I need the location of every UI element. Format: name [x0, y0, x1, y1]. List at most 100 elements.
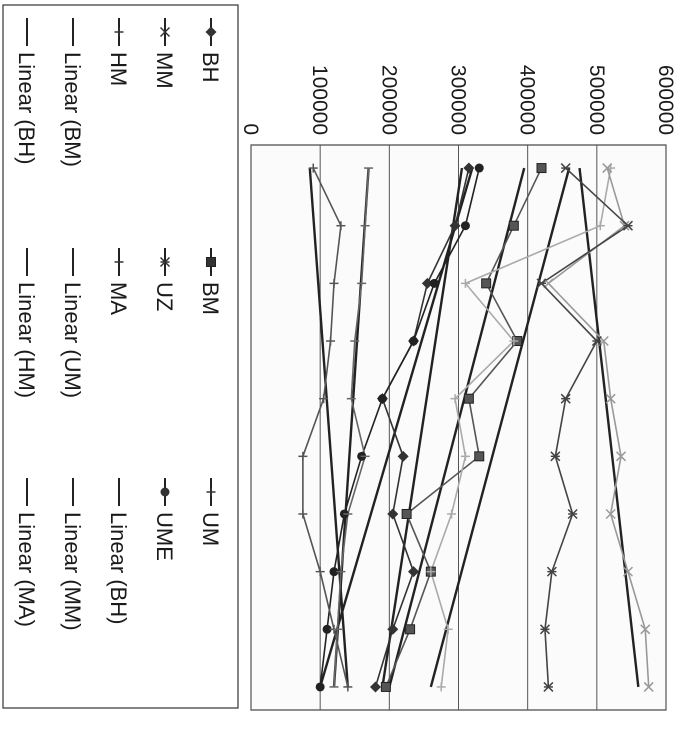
data-point	[322, 624, 332, 634]
data-point	[336, 221, 346, 231]
series-line	[333, 168, 370, 687]
legend-box	[2, 4, 239, 709]
data-point	[206, 487, 216, 497]
data-point	[616, 451, 627, 462]
y-tick-label: 100000	[308, 65, 331, 135]
data-point	[397, 450, 409, 462]
data-point	[408, 566, 420, 578]
series-lines	[302, 167, 650, 688]
legend-item: MA	[106, 248, 131, 315]
data-point	[640, 624, 651, 635]
legend-label: Linear (BH)	[106, 512, 131, 624]
data-point	[509, 336, 519, 346]
data-point	[546, 566, 557, 577]
y-tick-label: 200000	[377, 65, 400, 135]
data-point	[605, 393, 616, 404]
legend-item: UM	[198, 478, 223, 546]
series-line	[540, 167, 630, 687]
legend-item: Linear (MM)	[60, 478, 85, 631]
data-point	[426, 567, 436, 577]
legend-label: Linear (BM)	[60, 52, 85, 167]
data-point	[298, 451, 308, 461]
series-markers	[298, 162, 654, 693]
data-point	[460, 278, 470, 288]
data-point	[370, 681, 381, 693]
series-line	[547, 167, 650, 687]
legend-label: Linear (MM)	[60, 512, 85, 631]
data-point	[463, 162, 475, 174]
gridlines	[250, 145, 667, 710]
series-line	[319, 167, 481, 688]
y-tick-label: 400000	[516, 65, 539, 135]
data-point	[315, 567, 325, 577]
data-point	[315, 682, 325, 692]
data-point	[591, 335, 602, 347]
data-point	[159, 256, 171, 268]
data-point	[447, 509, 457, 519]
legend-label: Linear (BH)	[14, 52, 39, 164]
legend-label: BH	[198, 52, 223, 83]
data-point	[460, 221, 470, 231]
data-point	[319, 394, 329, 404]
data-point	[405, 624, 416, 635]
trendline	[319, 167, 474, 688]
trendline	[381, 167, 464, 688]
legend-item: MM	[152, 18, 177, 89]
data-point	[326, 336, 336, 346]
data-point	[536, 278, 547, 289]
rotated-chart-group: 0 100000 200000 300000 400000 500000 600000 BH…	[2, 4, 676, 711]
data-point	[622, 566, 633, 577]
legend-label: UME	[152, 512, 177, 561]
y-tick-label: 500000	[585, 65, 608, 135]
legend: BH BM UM MM UZ UME HM MA Linear (BH) Linear (BM) L…	[14, 18, 223, 631]
data-point	[543, 681, 554, 692]
data-point	[560, 393, 571, 404]
legend-label: Linear (UM)	[60, 282, 85, 398]
data-point	[536, 163, 547, 174]
data-point	[436, 682, 446, 692]
data-point	[380, 681, 391, 692]
data-point	[308, 163, 318, 173]
data-point	[539, 624, 550, 635]
legend-item: Linear (BH)	[106, 478, 131, 624]
series-line	[302, 167, 349, 688]
data-point	[160, 487, 170, 497]
y-tick-labels: 0 100000 200000 300000 400000 500000 600000	[239, 65, 676, 135]
legend-label: MM	[152, 52, 177, 89]
data-point	[450, 394, 460, 404]
series-line	[374, 167, 470, 688]
data-point	[481, 278, 492, 289]
series-line	[429, 167, 612, 688]
data-point	[443, 624, 453, 634]
data-point	[508, 220, 519, 231]
data-point	[401, 508, 412, 519]
y-tick-label: 300000	[447, 65, 470, 135]
data-point	[605, 508, 616, 520]
legend-item: Linear (BM)	[60, 18, 85, 167]
data-point	[622, 220, 633, 231]
data-point	[409, 336, 419, 346]
legend-label: UZ	[152, 282, 177, 311]
legend-label: BM	[198, 282, 223, 315]
y-tick-label: 600000	[654, 65, 676, 135]
legend-item: BM	[198, 248, 223, 315]
data-point	[460, 451, 470, 461]
data-point	[329, 567, 339, 577]
data-point	[560, 163, 571, 174]
data-point	[429, 278, 439, 288]
data-point	[387, 508, 399, 520]
legend-item: UZ	[152, 248, 177, 311]
legend-item: HM	[106, 18, 131, 86]
legend-item: BH	[198, 18, 223, 83]
data-point	[602, 163, 613, 174]
data-point	[474, 451, 485, 462]
trendline	[578, 167, 640, 688]
data-point	[343, 682, 353, 692]
legend-item: Linear (UM)	[60, 248, 85, 398]
legend-item: UME	[152, 478, 177, 561]
data-point	[421, 277, 433, 289]
legend-label: MA	[106, 282, 131, 315]
data-point	[329, 278, 339, 288]
